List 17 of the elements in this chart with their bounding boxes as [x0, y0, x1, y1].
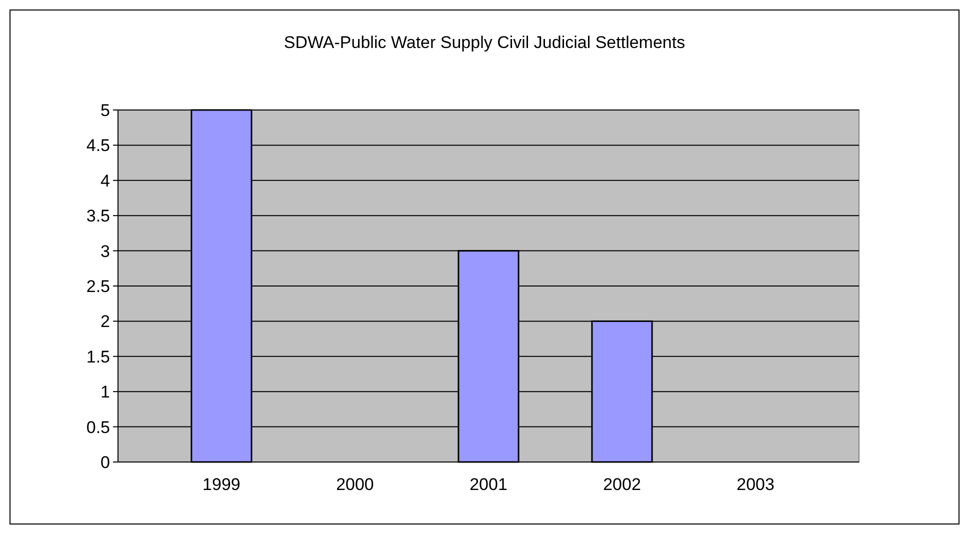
- x-tick-label: 2003: [736, 475, 774, 494]
- y-tick-label: 4.5: [86, 136, 110, 156]
- x-tick-label: 2001: [470, 475, 508, 494]
- y-tick-label: 2.5: [86, 276, 110, 296]
- y-tick-label: 4: [100, 171, 110, 190]
- x-tick-label: 1999: [202, 475, 240, 494]
- y-tick-label: 0.5: [86, 418, 110, 437]
- x-tick-label: 2002: [603, 475, 641, 494]
- y-tick-label: 1.5: [86, 347, 110, 366]
- x-tick-label: 2000: [336, 475, 374, 494]
- y-tick-label: 3: [100, 242, 110, 261]
- y-tick-label: 5: [100, 100, 110, 120]
- y-tick-label: 0: [100, 452, 110, 472]
- y-tick-label: 1: [100, 382, 110, 402]
- y-tick-label: 3.5: [86, 206, 110, 226]
- chart-title: SDWA-Public Water Supply Civil Judicial Settlements: [284, 33, 686, 52]
- y-tick-label: 2: [100, 312, 110, 332]
